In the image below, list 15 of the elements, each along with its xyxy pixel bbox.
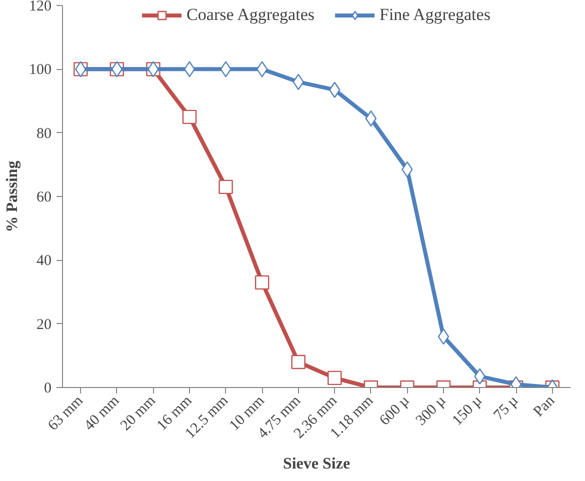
y-tick-label: 80: [36, 126, 52, 142]
y-axis-title: % Passing: [4, 160, 21, 232]
y-tick-label: 100: [29, 62, 52, 78]
x-axis-title: Sieve Size: [282, 456, 350, 473]
x-tick-label: Pan: [530, 392, 558, 420]
y-tick-label: 20: [36, 316, 52, 333]
x-tick-label: 75 µ: [491, 392, 522, 424]
y-tick-label: 120: [29, 0, 52, 14]
x-tick-label: 300 µ: [413, 392, 450, 429]
legend-label: Fine Aggregates: [379, 5, 490, 25]
y-tick-label: 40: [36, 253, 52, 270]
x-tick-label: 150 µ: [449, 392, 486, 429]
x-tick-label: 600 µ: [376, 392, 414, 429]
legend-label: Coarse Aggregates: [186, 5, 314, 25]
y-tick-label: 60: [36, 190, 52, 206]
